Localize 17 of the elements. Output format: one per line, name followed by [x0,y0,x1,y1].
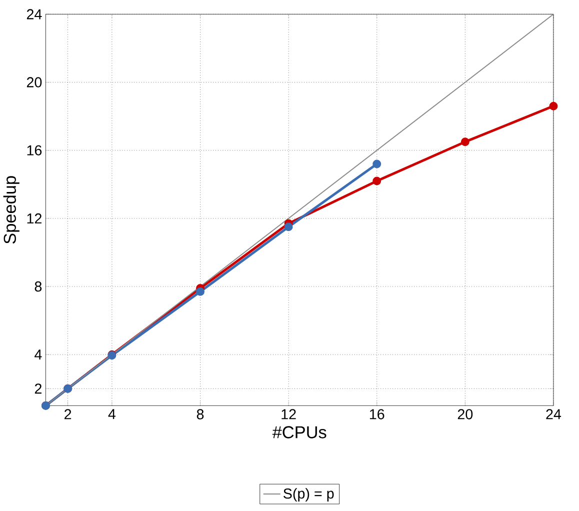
x-tick-label: 16 [370,409,384,420]
x-tick-label: 24 [546,409,562,420]
legend-label: S(p) = p [284,488,334,502]
y-axis-title: Speedup [3,176,20,244]
y-tick-label: 16 [27,145,42,156]
x-tick-label: 12 [282,409,296,420]
x-axis-title: #CPUs [272,426,326,439]
x-tick-label: 20 [458,409,473,420]
y-tick-label: 20 [26,77,42,88]
x-tick-label: 2 [64,409,72,420]
y-tick-label: 12 [27,214,42,224]
y-tick-label: 4 [34,350,42,360]
x-tick-label: 8 [196,409,204,420]
x-tick-label: 4 [108,409,116,420]
y-tick-label: 2 [34,384,42,394]
y-tick-label: 24 [26,9,42,20]
y-tick-label: 8 [34,282,42,292]
